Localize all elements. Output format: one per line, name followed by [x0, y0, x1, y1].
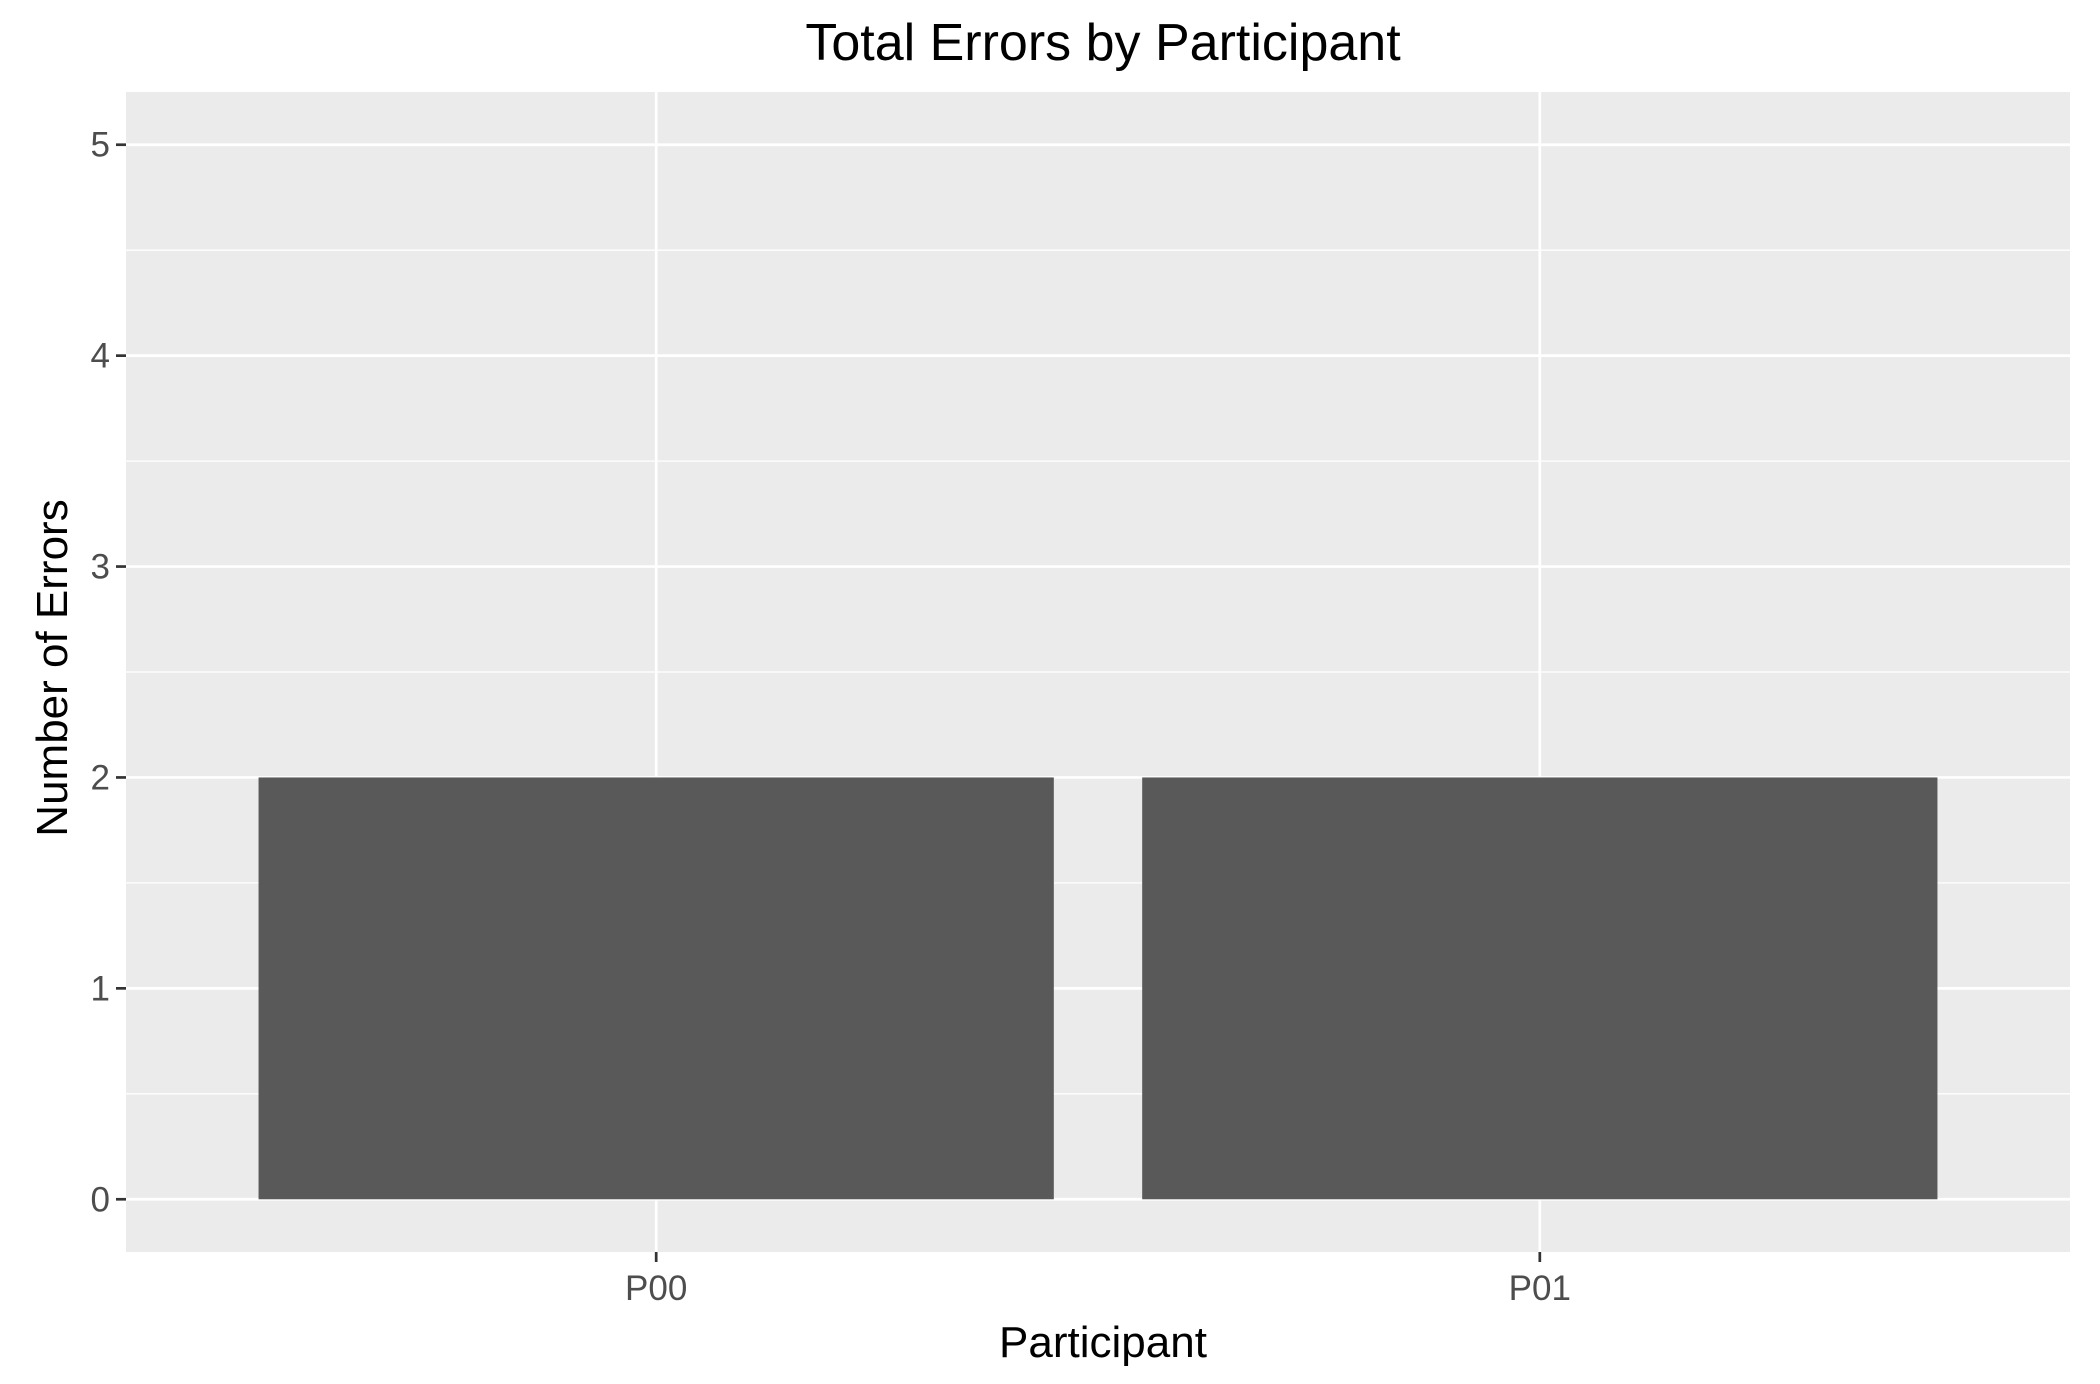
bar-p01 [1142, 777, 1938, 1200]
y-tick-label: 5 [91, 126, 110, 165]
y-tick-label: 0 [91, 1180, 110, 1219]
y-tick-label: 3 [91, 548, 110, 587]
y-axis-title: Number of Errors [28, 499, 77, 836]
bars [258, 777, 1938, 1200]
axes: 0 1 2 3 4 5 P00 P01 [91, 126, 1571, 1308]
x-tick-label: P00 [625, 1269, 687, 1308]
chart-title: Total Errors by Participant [805, 14, 1401, 72]
bar-p00 [258, 777, 1054, 1200]
y-tick-label: 4 [91, 337, 110, 376]
y-tick-label: 2 [91, 758, 110, 797]
x-axis-title: Participant [999, 1318, 1207, 1367]
y-tick-label: 1 [91, 969, 110, 1008]
x-tick-label: P01 [1509, 1269, 1571, 1308]
